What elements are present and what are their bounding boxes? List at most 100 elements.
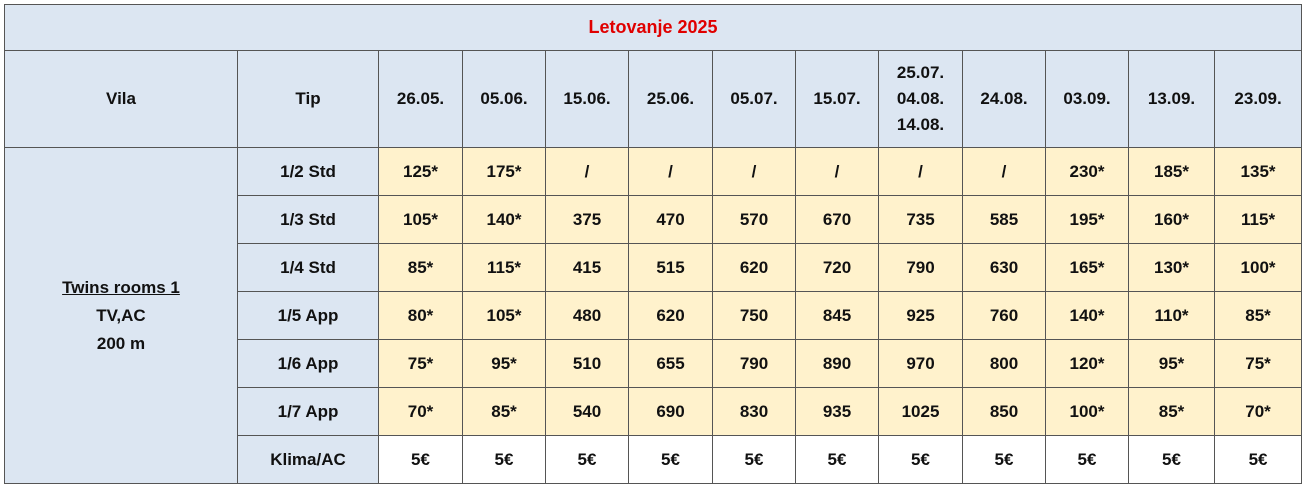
vila-line: Twins rooms 1: [62, 277, 180, 297]
price-cell: 160*: [1128, 195, 1215, 244]
column-header: Vila: [4, 50, 238, 148]
price-cell: 85*: [1128, 387, 1215, 436]
price-cell: 570: [712, 195, 796, 244]
price-cell: 470: [628, 195, 713, 244]
column-header: 05.07.: [712, 50, 796, 148]
price-cell: 75*: [378, 339, 463, 388]
price-cell: 75*: [1213, 339, 1303, 388]
price-cell: 5€: [712, 435, 796, 484]
price-cell: 85*: [462, 387, 546, 436]
column-header: 25.07. 04.08. 14.08.: [878, 50, 963, 148]
price-cell: /: [712, 147, 796, 196]
price-cell: 690: [628, 387, 713, 436]
price-cell: 1025: [878, 387, 963, 436]
price-cell: 110*: [1128, 291, 1215, 340]
price-cell: 890: [795, 339, 879, 388]
price-cell: 5€: [878, 435, 963, 484]
price-cell: 105*: [378, 195, 463, 244]
price-cell: 375: [545, 195, 629, 244]
table-row: Twins rooms 1 TV,AC 200 m 1/2 Std 125* 175* / /…: [4, 147, 1303, 484]
price-cell: 70*: [378, 387, 463, 436]
price-cell: 5€: [1045, 435, 1129, 484]
price-cell: 85*: [1213, 291, 1303, 340]
price-cell: 130*: [1128, 243, 1215, 292]
price-cell: 115*: [462, 243, 546, 292]
price-cell: 760: [962, 291, 1046, 340]
price-cell: 105*: [462, 291, 546, 340]
price-cell: 620: [712, 243, 796, 292]
header-line: 25.07.: [896, 63, 945, 82]
price-cell: 140*: [1045, 291, 1129, 340]
table-row: 1/5 App 80* 105* 480 620 750 845 925 760 140* 110*…: [5, 291, 1303, 340]
price-cell: 750: [712, 291, 796, 340]
room-type: 1/4 Std: [237, 243, 379, 292]
price-cell: 230*: [1045, 147, 1129, 196]
price-cell: 850: [962, 387, 1046, 436]
price-cell: 800: [962, 339, 1046, 388]
price-cell: 415: [545, 243, 629, 292]
column-header: 26.05.: [378, 50, 463, 148]
price-cell: 540: [545, 387, 629, 436]
price-cell: 95*: [462, 339, 546, 388]
price-cell: 140*: [462, 195, 546, 244]
column-header: 23.09.: [1213, 50, 1303, 148]
price-cell: 790: [878, 243, 963, 292]
price-cell: 630: [962, 243, 1046, 292]
price-cell: /: [878, 147, 963, 196]
table-row: Klima/AC 5€ 5€ 5€ 5€ 5€ 5€ 5€ 5€ 5€ 5€ 5€: [5, 435, 1303, 484]
column-header: Tip: [237, 50, 379, 148]
price-cell: 510: [545, 339, 629, 388]
price-cell: 5€: [1128, 435, 1215, 484]
price-cell: 100*: [1045, 387, 1129, 436]
header-line: 04.08.: [896, 89, 945, 108]
price-cell: 735: [878, 195, 963, 244]
price-cell: 5€: [545, 435, 629, 484]
header-line: 14.08.: [896, 115, 945, 134]
price-cell: 585: [962, 195, 1046, 244]
price-cell: /: [628, 147, 713, 196]
price-cell: 845: [795, 291, 879, 340]
price-cell: /: [545, 147, 629, 196]
table-title: Letovanje 2025: [3, 4, 1303, 51]
column-header: 15.07.: [795, 50, 879, 148]
price-cell: /: [962, 147, 1046, 196]
price-cell: 185*: [1128, 147, 1215, 196]
price-cell: 720: [795, 243, 879, 292]
price-cell: 120*: [1045, 339, 1129, 388]
price-cell: 115*: [1213, 195, 1303, 244]
price-cell: 5€: [795, 435, 879, 484]
vila-line: TV,AC: [96, 305, 146, 325]
room-type: 1/6 App: [237, 339, 379, 388]
price-cell: 970: [878, 339, 963, 388]
price-cell: 175*: [462, 147, 546, 196]
price-cell: 5€: [462, 435, 546, 484]
price-cell: 5€: [628, 435, 713, 484]
vila-cell: Twins rooms 1 TV,AC 200 m: [4, 147, 238, 484]
price-cell: 620: [628, 291, 713, 340]
table-row: 1/4 Std 85* 115* 415 515 620 720 790 630 165* 130*…: [5, 243, 1303, 292]
price-cell: 480: [545, 291, 629, 340]
price-cell: 70*: [1213, 387, 1303, 436]
price-cell: 85*: [378, 243, 463, 292]
price-cell: 830: [712, 387, 796, 436]
table-row: 1/6 App 75* 95* 510 655 790 890 970 800 120* 95* 75…: [5, 339, 1303, 388]
room-type: 1/3 Std: [237, 195, 379, 244]
column-header: 13.09.: [1128, 50, 1215, 148]
room-type: 1/5 App: [237, 291, 379, 340]
price-cell: 195*: [1045, 195, 1129, 244]
price-table: Letovanje 2025 Vila Tip 26.05. 05.06. 15.06.…: [3, 4, 1303, 484]
column-header: 05.06.: [462, 50, 546, 148]
vila-line: 200 m: [96, 333, 146, 353]
column-header: 15.06.: [545, 50, 629, 148]
price-cell: 935: [795, 387, 879, 436]
price-cell: /: [795, 147, 879, 196]
price-cell: 95*: [1128, 339, 1215, 388]
column-header: 25.06.: [628, 50, 713, 148]
room-type: Klima/AC: [237, 435, 379, 484]
header-row: Vila Tip 26.05. 05.06. 15.06. 25.06. 05.07. 15.…: [4, 50, 1303, 148]
room-type: 1/7 App: [237, 387, 379, 436]
table-row: 1/3 Std 105* 140* 375 470 570 670 735 585 195* 160…: [5, 195, 1303, 244]
price-cell: 670: [795, 195, 879, 244]
price-cell: 100*: [1213, 243, 1303, 292]
